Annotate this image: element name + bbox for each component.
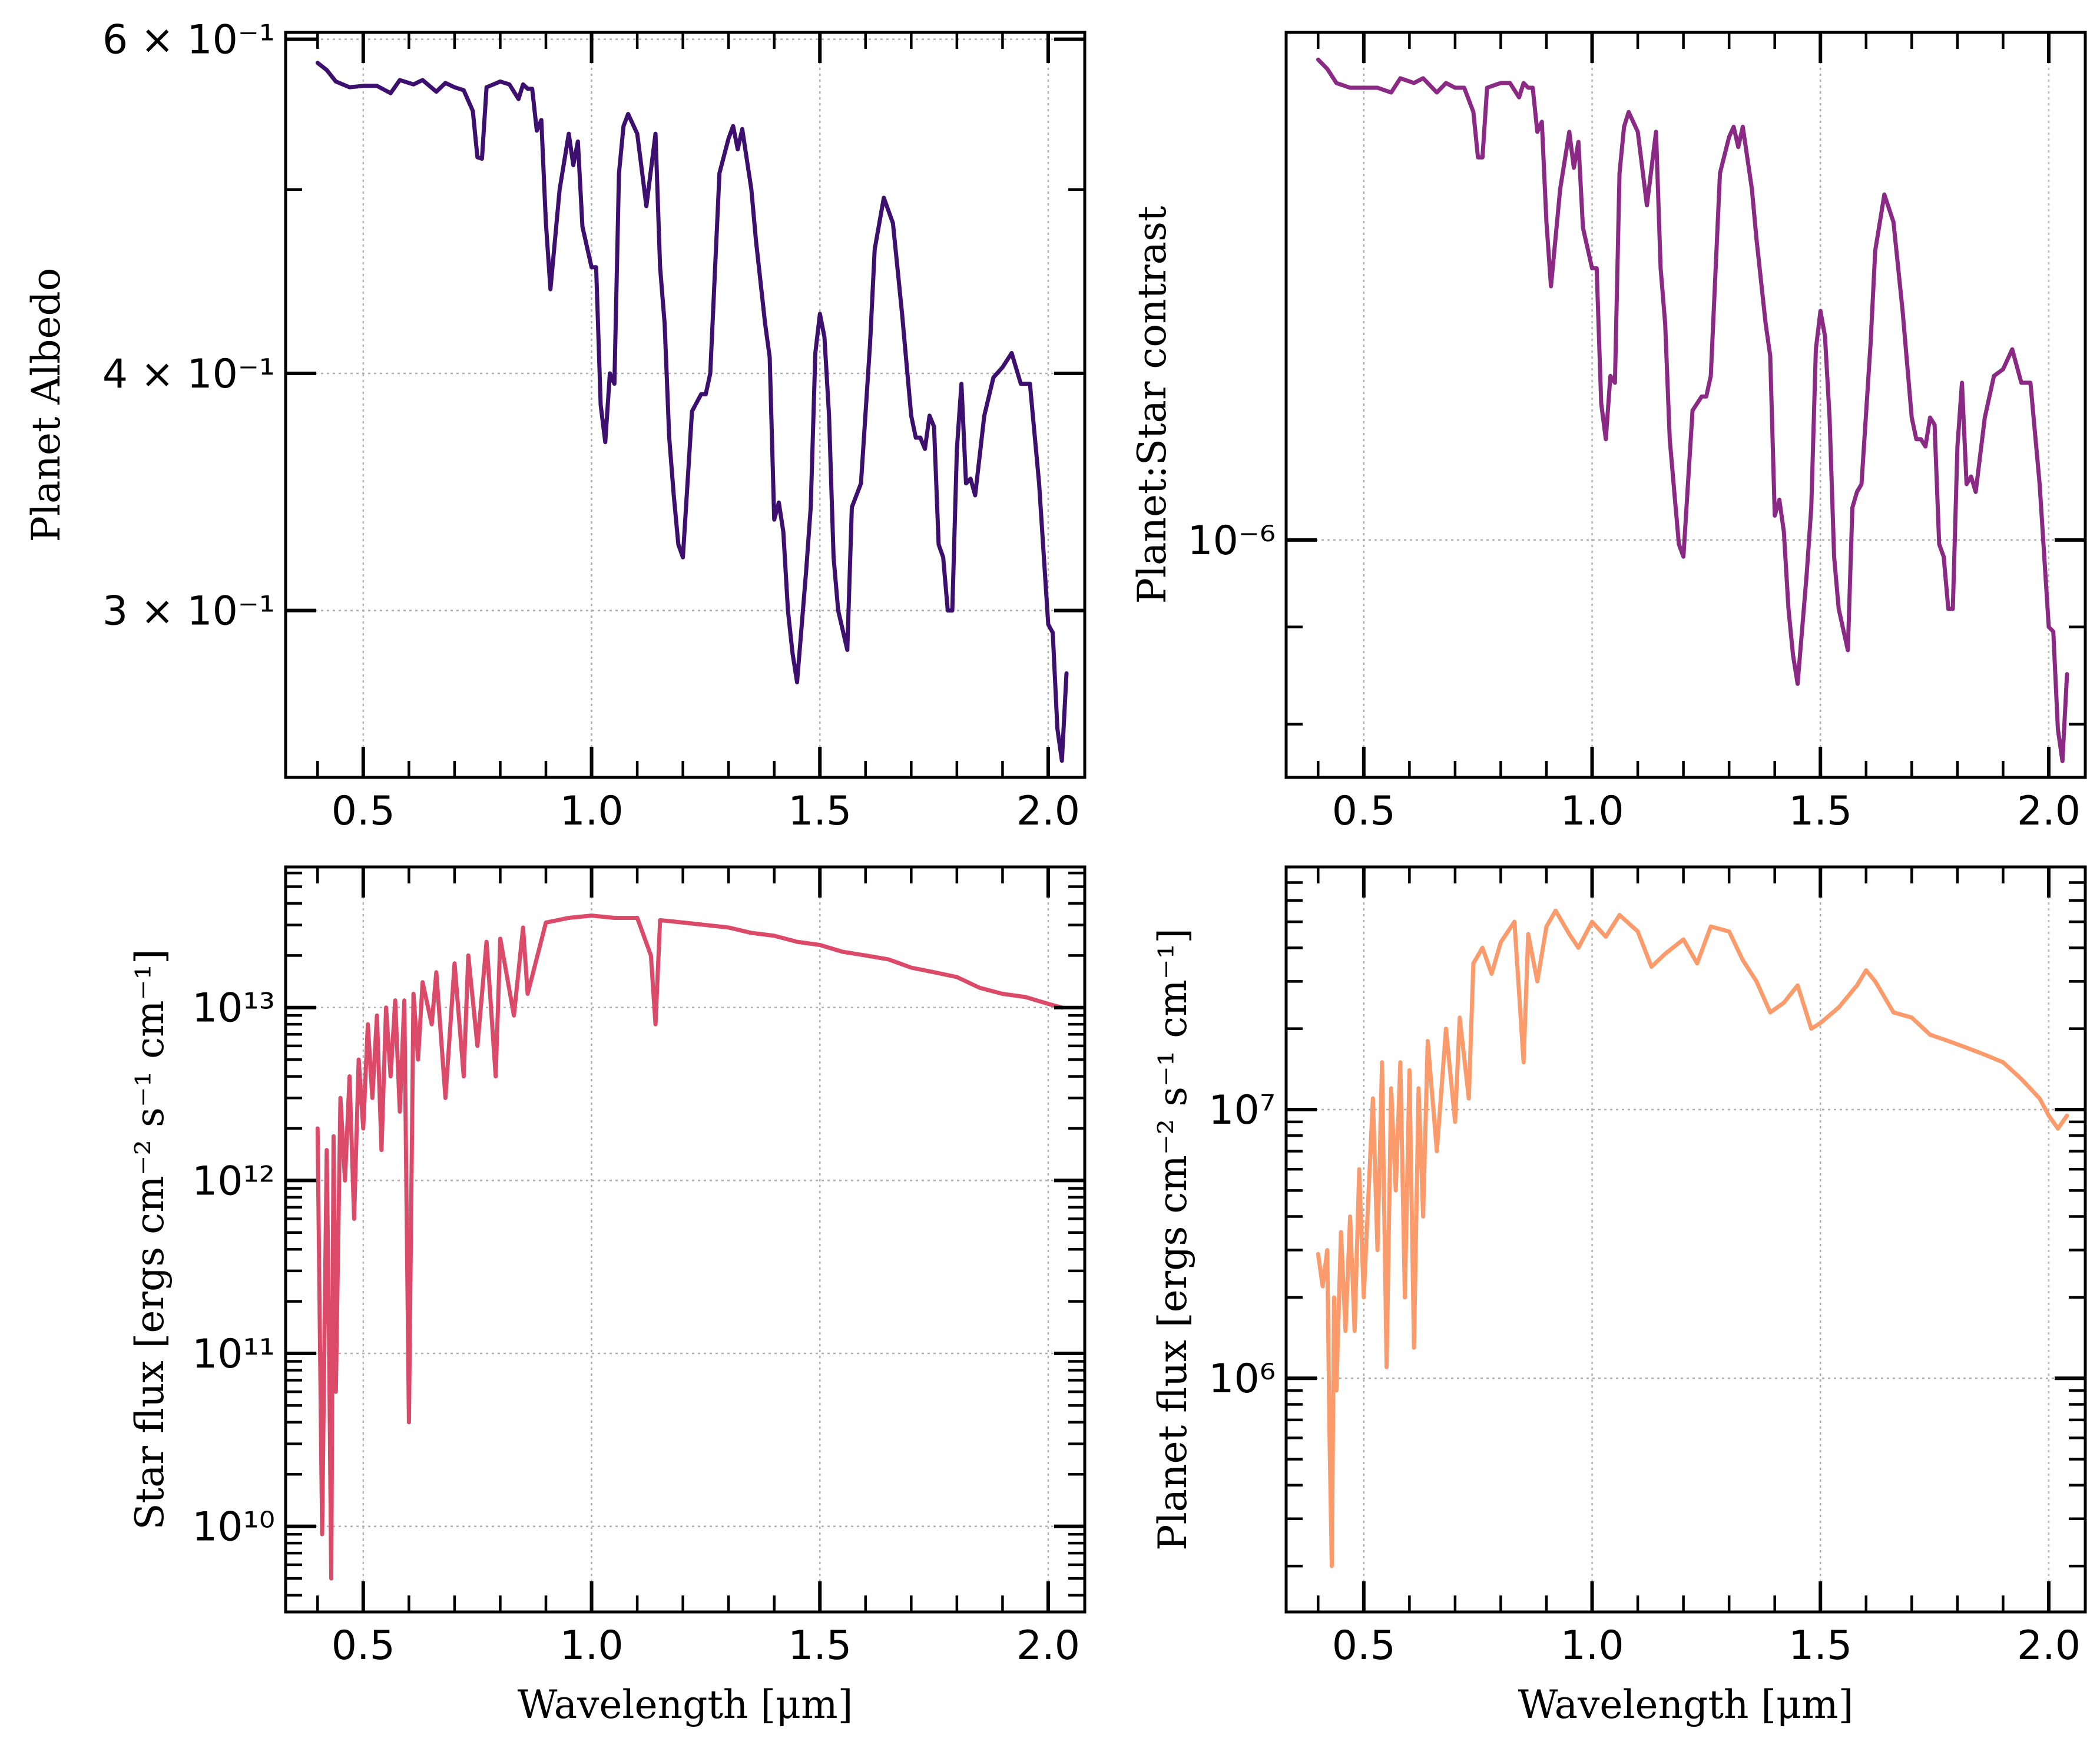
y-tick-label: 10⁶ [1208, 1356, 1276, 1402]
y-tick-label: 4 × 10⁻¹ [102, 351, 275, 398]
x-tick-label: 1.0 [1560, 1623, 1624, 1669]
x-tick-label: 1.5 [788, 788, 852, 835]
x-tick-label: 2.0 [1016, 1623, 1080, 1669]
x-tick-label: 0.5 [1332, 1623, 1396, 1669]
plot-frame [284, 865, 1087, 1614]
plot-frame [284, 31, 1087, 779]
x-tick-label: 0.5 [332, 788, 395, 835]
y-tick-label: 10⁷ [1208, 1087, 1276, 1134]
x-tick-label: 0.5 [1332, 788, 1396, 835]
x-tick-label: 2.0 [2017, 788, 2081, 835]
y-axis-title: Star flux [ergs cm⁻² s⁻¹ cm⁻¹] [127, 949, 173, 1530]
x-tick-label: 1.5 [788, 1623, 852, 1669]
chart-panel-bottom-left: 0.5 1.0 1.5 2.0 10¹³ 10¹² 10¹¹ 10¹⁰ Star flux [e… [127, 865, 1087, 1727]
y-axis-title: Planet flux [ergs cm⁻² s⁻¹ cm⁻¹] [1150, 928, 1195, 1551]
plot-frame [1284, 865, 2087, 1614]
chart-panel-bottom-right: 0.5 1.0 1.5 2.0 10⁷ 10⁶ Planet flux [ergs cm⁻²… [1150, 865, 2087, 1727]
y-tick-label: 10¹⁰ [192, 1504, 275, 1551]
x-axis-title: Wavelength [μm] [518, 1682, 853, 1727]
x-tick-label: 1.5 [1788, 788, 1852, 835]
x-tick-label: 0.5 [332, 1623, 395, 1669]
series-line [315, 913, 1064, 1581]
series-line [315, 61, 1069, 763]
y-tick-label: 10¹¹ [192, 1331, 275, 1378]
x-tick-label: 2.0 [2017, 1623, 2081, 1669]
chart-panel-top-left: 0.5 1.0 1.5 2.0 6 × 10⁻¹ 4 × 10⁻¹ 3 × 10⁻¹ Plan… [24, 17, 1087, 835]
y-axis-title: Planet Albedo [24, 268, 69, 542]
x-axis-title: Wavelength [μm] [1518, 1682, 1854, 1727]
x-tick-label: 1.0 [559, 1623, 623, 1669]
y-tick-label: 10¹³ [192, 985, 275, 1032]
y-tick-label: 10⁻⁶ [1187, 518, 1276, 564]
series-line [1316, 57, 2069, 763]
x-tick-label: 1.0 [559, 788, 623, 835]
x-tick-label: 2.0 [1016, 788, 1080, 835]
y-tick-label: 3 × 10⁻¹ [102, 588, 275, 635]
y-axis-title: Planet:Star contrast [1130, 206, 1175, 604]
chart-panel-top-right: 0.5 1.0 1.5 2.0 10⁻⁶ Planet:Star contrast [1130, 31, 2087, 835]
y-tick-label: 6 × 10⁻¹ [102, 17, 275, 64]
x-tick-label: 1.0 [1560, 788, 1624, 835]
series-line [1316, 908, 2069, 1568]
plot-frame [1284, 31, 2087, 779]
x-tick-label: 1.5 [1788, 1623, 1852, 1669]
y-tick-label: 10¹² [192, 1158, 275, 1204]
